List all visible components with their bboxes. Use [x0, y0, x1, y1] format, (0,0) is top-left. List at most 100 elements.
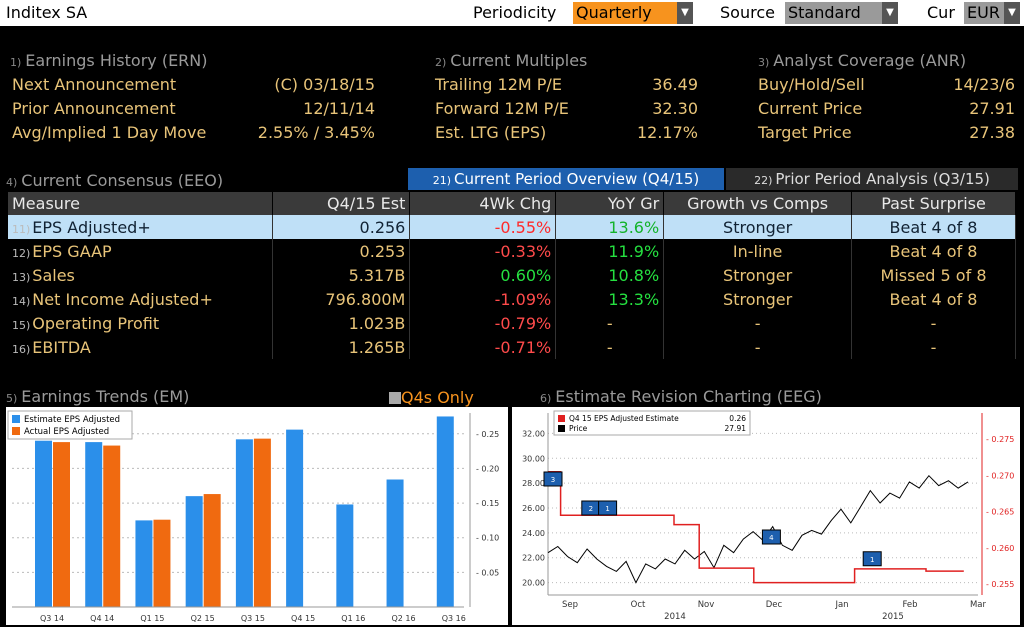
- chg-cell: -0.71%: [409, 335, 557, 359]
- current-consensus-header[interactable]: 4) Current Consensus (EEO): [6, 171, 224, 190]
- earnings-history-header[interactable]: 1) Earnings History (ERN): [10, 51, 208, 70]
- comps-cell: Stronger: [663, 215, 853, 239]
- x-month-label: Dec: [766, 600, 783, 610]
- right-tick-label: - 0.275: [986, 435, 1014, 444]
- surprise-cell: -: [851, 311, 1016, 335]
- left-tick-label: 20.00: [522, 579, 545, 588]
- current-multiples-header[interactable]: 2) Current Multiples: [435, 51, 588, 70]
- bar-estimate-Q4-14: [85, 442, 103, 607]
- left-tick-label: 26.00: [522, 504, 545, 513]
- legend-box: [7, 410, 133, 440]
- x-tick-label: Q4 15: [291, 614, 315, 623]
- left-tick-label: 30.00: [522, 454, 545, 463]
- table-row[interactable]: 12) EPS GAAP 0.253 -0.33% 11.9% In-line B…: [8, 239, 1016, 263]
- right-tick-label: - 0.270: [986, 471, 1014, 480]
- surprise-cell: Beat 4 of 8: [851, 215, 1016, 239]
- surprise-cell: Missed 5 of 8: [851, 263, 1016, 287]
- source-label: Source: [720, 3, 775, 22]
- col-header-measure[interactable]: Measure: [8, 192, 274, 215]
- currency-value: EUR: [967, 3, 1000, 22]
- bar-actual-Q1-15: [153, 519, 171, 607]
- tab-prior-period-analysis[interactable]: 22) Prior Period Analysis (Q3/15): [726, 168, 1018, 190]
- trailing-pe-label: Trailing 12M P/E: [435, 75, 562, 94]
- bar-estimate-Q3-14: [35, 440, 52, 607]
- est-cell: 1.265B: [272, 335, 411, 359]
- table-row[interactable]: 16) EBITDA 1.265B -0.71% - - -: [8, 335, 1016, 359]
- x-year-label: 2014: [664, 612, 686, 622]
- tab-current-period-overview[interactable]: 21) Current Period Overview (Q4/15): [408, 168, 724, 190]
- legend-box: [553, 410, 751, 436]
- chg-cell: -1.09%: [409, 287, 557, 311]
- bar-estimate-Q3-16: [436, 416, 454, 607]
- buy-hold-sell-value: 14/23/6: [953, 75, 1015, 94]
- chg-cell: -0.79%: [409, 311, 557, 335]
- table-row[interactable]: 13) Sales 5.317B 0.60% 10.8% Stronger Mis…: [8, 263, 1016, 287]
- estimate-revision-header[interactable]: 6) Estimate Revision Charting (EEG): [540, 387, 822, 406]
- measure-cell[interactable]: 15) Operating Profit: [8, 311, 274, 335]
- col-header-yoy-gr[interactable]: YoY Gr: [555, 192, 665, 215]
- table-row[interactable]: 11) EPS Adjusted+ 0.256 -0.55% 13.6% Stro…: [8, 215, 1016, 239]
- x-month-label: Mar: [970, 600, 987, 610]
- x-tick-label: Q3 15: [241, 614, 265, 623]
- measure-cell[interactable]: 13) Sales: [8, 263, 274, 287]
- x-month-label: Oct: [631, 600, 646, 610]
- bar-estimate-Q2-16: [386, 479, 404, 607]
- col-header-4wk-chg[interactable]: 4Wk Chg: [409, 192, 557, 215]
- bar-estimate-Q3-15: [235, 439, 253, 607]
- x-tick-label: Q3 14: [40, 614, 64, 623]
- ltg-value: 12.17%: [636, 123, 698, 142]
- surprise-cell: -: [851, 335, 1016, 359]
- left-tick-label: 22.00: [522, 554, 545, 563]
- col-header-past-surprise[interactable]: Past Surprise: [851, 192, 1016, 215]
- forward-pe-label: Forward 12M P/E: [435, 99, 569, 118]
- est-cell: 796.800M: [272, 287, 411, 311]
- measure-cell[interactable]: 14) Net Income Adjusted+: [8, 287, 274, 311]
- periodicity-dropdown[interactable]: Quarterly ▼: [573, 2, 693, 24]
- right-tick-label: - 0.265: [986, 508, 1014, 517]
- table-row[interactable]: 15) Operating Profit 1.023B -0.79% - - -: [8, 311, 1016, 335]
- comps-cell: -: [663, 311, 853, 335]
- forward-pe-value: 32.30: [652, 99, 698, 118]
- revision-marker: [543, 471, 563, 487]
- source-dropdown[interactable]: Standard ▼: [785, 2, 898, 24]
- dropdown-arrow-icon: ▼: [1004, 2, 1020, 24]
- legend-value: 0.26: [729, 414, 746, 423]
- revision-marker-label: 1: [870, 556, 874, 564]
- table-header-row: Measure Q4/15 Est 4Wk Chg YoY Gr Growth …: [8, 192, 1016, 215]
- surprise-cell: Beat 4 of 8: [851, 287, 1016, 311]
- revision-marker-label: 2: [589, 505, 593, 513]
- x-tick-label: Q1 16: [341, 614, 365, 623]
- x-tick-label: Q4 14: [90, 614, 114, 623]
- measure-cell[interactable]: 11) EPS Adjusted+: [8, 215, 274, 239]
- bar-estimate-Q1-15: [135, 520, 153, 607]
- y-tick-label: - 0.25: [476, 430, 499, 439]
- q4s-only-toggle[interactable]: Q4s Only: [389, 388, 474, 407]
- col-header-growth-vs-comps[interactable]: Growth vs Comps: [663, 192, 853, 215]
- legend-swatch: [12, 427, 20, 435]
- measure-cell[interactable]: 12) EPS GAAP: [8, 239, 274, 263]
- dropdown-arrow-icon: ▼: [677, 2, 693, 24]
- estimate-revision-chart: 20.00 22.00 24.00 26.00 28.00 30.00 32.00 - 0.2…: [512, 407, 1020, 625]
- table-row[interactable]: 14) Net Income Adjusted+ 796.800M -1.09% …: [8, 287, 1016, 311]
- chg-cell: -0.55%: [409, 215, 557, 239]
- yoy-cell: 11.9%: [555, 239, 665, 263]
- currency-dropdown[interactable]: EUR ▼: [964, 2, 1020, 24]
- next-announcement-value: (C) 03/18/15: [274, 75, 375, 94]
- chg-cell: 0.60%: [409, 263, 557, 287]
- y-tick-label: - 0.10: [476, 534, 499, 543]
- x-month-label: Feb: [902, 600, 917, 610]
- measure-cell[interactable]: 16) EBITDA: [8, 335, 274, 359]
- revision-marker-label: 1: [605, 505, 609, 513]
- est-cell: 0.256: [272, 215, 411, 239]
- currency-label: Cur: [927, 3, 955, 22]
- revision-marker: [598, 500, 618, 516]
- security-title: Inditex SA: [6, 3, 88, 22]
- col-header-est[interactable]: Q4/15 Est: [272, 192, 411, 215]
- bar-estimate-Q4-15: [286, 429, 304, 607]
- earnings-trends-header[interactable]: 5) Earnings Trends (EM): [6, 387, 190, 406]
- bar-estimate-Q1-16: [336, 504, 354, 607]
- analyst-coverage-header[interactable]: 3) Analyst Coverage (ANR): [758, 51, 967, 70]
- current-price-label: Current Price: [758, 99, 863, 118]
- periodicity-value: Quarterly: [576, 3, 652, 22]
- bar-estimate-Q2-15: [185, 496, 203, 607]
